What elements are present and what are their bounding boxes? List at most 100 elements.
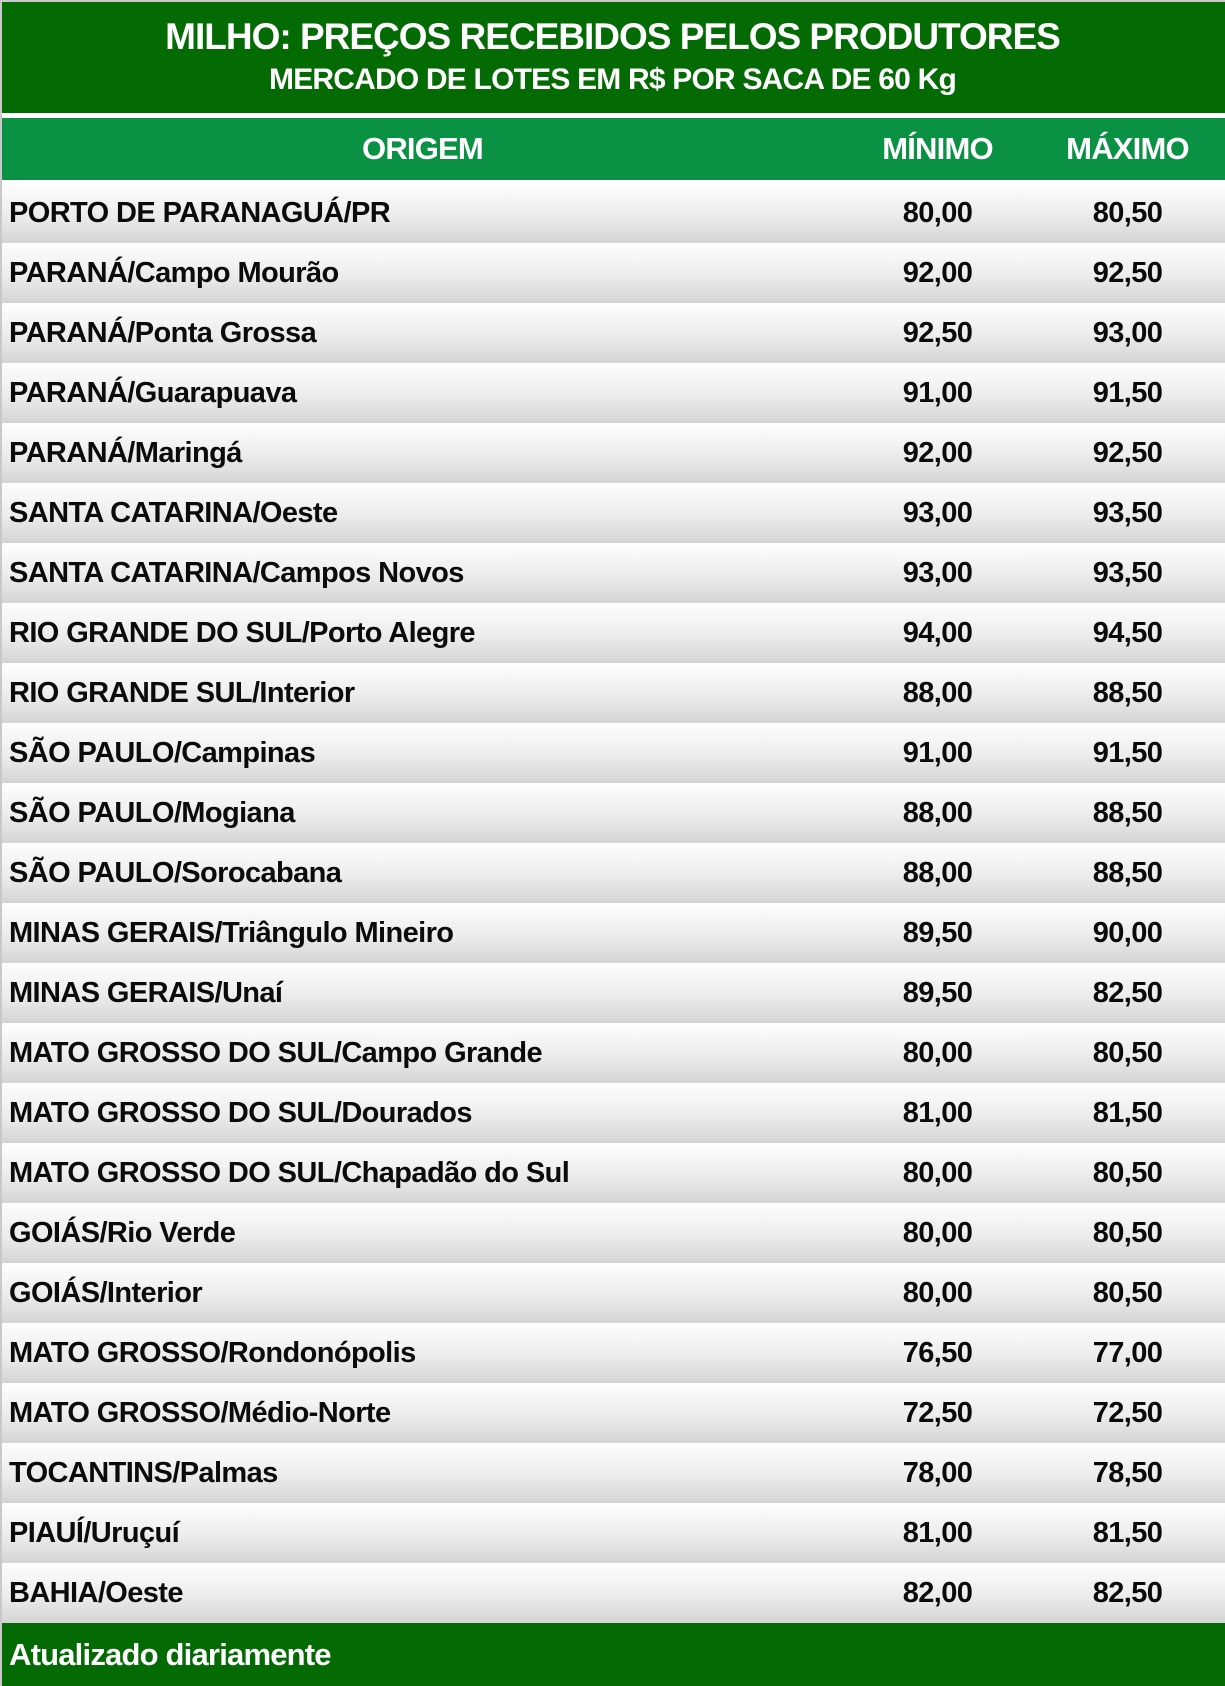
table-row: SANTA CATARINA/Oeste 93,00 93,50 [0, 483, 1225, 543]
table-row: SANTA CATARINA/Campos Novos 93,00 93,50 [0, 543, 1225, 603]
origem-cell: RIO GRANDE DO SUL/Porto Alegre [9, 616, 476, 649]
column-header-row: ORIGEM MÍNIMO MÁXIMO [0, 118, 1225, 180]
maximo-cell: 90,00 [1092, 916, 1163, 949]
table-row: PARANÁ/Guarapuava 91,00 91,50 [0, 363, 1225, 423]
minimo-cell: 89,50 [902, 976, 973, 1009]
maximo-cell: 80,50 [1092, 1276, 1163, 1309]
minimo-cell: 91,00 [902, 736, 973, 769]
origem-cell: MATO GROSSO DO SUL/Chapadão do Sul [9, 1156, 570, 1189]
minimo-cell: 92,50 [902, 316, 973, 349]
origem-cell: RIO GRANDE SUL/Interior [9, 676, 355, 709]
minimo-cell: 88,00 [902, 676, 973, 709]
origem-cell: GOIÁS/Rio Verde [9, 1216, 236, 1249]
minimo-cell: 76,50 [902, 1336, 973, 1369]
maximo-cell: 78,50 [1092, 1456, 1163, 1489]
maximo-cell: 82,50 [1092, 1576, 1163, 1609]
table-row: PARANÁ/Maringá 92,00 92,50 [0, 423, 1225, 483]
maximo-cell: 81,50 [1092, 1516, 1163, 1549]
minimo-cell: 93,00 [902, 496, 973, 529]
maximo-cell: 77,00 [1092, 1336, 1163, 1369]
column-header-origem: ORIGEM [362, 131, 484, 166]
table-row: GOIÁS/Rio Verde 80,00 80,50 [0, 1203, 1225, 1263]
maximo-cell: 80,50 [1092, 196, 1163, 229]
maximo-cell: 93,50 [1092, 496, 1163, 529]
minimo-cell: 82,00 [902, 1576, 973, 1609]
origem-cell: MATO GROSSO DO SUL/Campo Grande [9, 1036, 543, 1069]
maximo-cell: 81,50 [1092, 1096, 1163, 1129]
maximo-cell: 92,50 [1092, 256, 1163, 289]
minimo-cell: 94,00 [902, 616, 973, 649]
origem-cell: MATO GROSSO/Médio-Norte [9, 1396, 391, 1429]
maximo-cell: 93,00 [1092, 316, 1163, 349]
table-row: BAHIA/Oeste 82,00 82,50 [0, 1563, 1225, 1623]
origem-cell: SÃO PAULO/Campinas [9, 736, 316, 769]
frame-edge-left [0, 0, 2, 1686]
table-row: SÃO PAULO/Campinas 91,00 91,50 [0, 723, 1225, 783]
maximo-cell: 72,50 [1092, 1396, 1163, 1429]
origem-cell: SANTA CATARINA/Oeste [9, 496, 338, 529]
origem-cell: SÃO PAULO/Mogiana [9, 796, 295, 829]
table-row: MATO GROSSO/Médio-Norte 72,50 72,50 [0, 1383, 1225, 1443]
origem-cell: SANTA CATARINA/Campos Novos [9, 556, 464, 589]
origem-cell: MINAS GERAIS/Unaí [9, 976, 283, 1009]
maximo-cell: 88,50 [1092, 676, 1163, 709]
minimo-cell: 72,50 [902, 1396, 973, 1429]
maximo-cell: 80,50 [1092, 1036, 1163, 1069]
table-row: MATO GROSSO DO SUL/Dourados 81,00 81,50 [0, 1083, 1225, 1143]
minimo-cell: 78,00 [902, 1456, 973, 1489]
table-row: PARANÁ/Campo Mourão 92,00 92,50 [0, 243, 1225, 303]
table-row: GOIÁS/Interior 80,00 80,50 [0, 1263, 1225, 1323]
minimo-cell: 80,00 [902, 1156, 973, 1189]
origem-cell: MINAS GERAIS/Triângulo Mineiro [9, 916, 454, 949]
maximo-cell: 82,50 [1092, 976, 1163, 1009]
minimo-cell: 92,00 [902, 436, 973, 469]
origem-cell: PORTO DE PARANAGUÁ/PR [9, 196, 391, 229]
maximo-cell: 80,50 [1092, 1156, 1163, 1189]
table-row: MINAS GERAIS/Triângulo Mineiro 89,50 90,… [0, 903, 1225, 963]
maximo-cell: 94,50 [1092, 616, 1163, 649]
separator-line [0, 113, 1225, 118]
table-row: RIO GRANDE DO SUL/Porto Alegre 94,00 94,… [0, 603, 1225, 663]
table-row: SÃO PAULO/Mogiana 88,00 88,50 [0, 783, 1225, 843]
table-row: MATO GROSSO DO SUL/Campo Grande 80,00 80… [0, 1023, 1225, 1083]
minimo-cell: 91,00 [902, 376, 973, 409]
table-row: TOCANTINS/Palmas 78,00 78,50 [0, 1443, 1225, 1503]
minimo-cell: 80,00 [902, 1216, 973, 1249]
table-row: PARANÁ/Ponta Grossa 92,50 93,00 [0, 303, 1225, 363]
maximo-cell: 93,50 [1092, 556, 1163, 589]
maximo-cell: 80,50 [1092, 1216, 1163, 1249]
origem-cell: PARANÁ/Campo Mourão [9, 256, 339, 289]
origem-cell: MATO GROSSO/Rondonópolis [9, 1336, 416, 1369]
minimo-cell: 80,00 [902, 196, 973, 229]
table-title-banner: MILHO: PREÇOS RECEBIDOS PELOS PRODUTORES… [0, 0, 1225, 113]
footer-text: Atualizado diariamente [9, 1636, 332, 1672]
separator-line [0, 180, 1225, 183]
origem-cell: PARANÁ/Guarapuava [9, 376, 297, 409]
page-subtitle: MERCADO DE LOTES EM R$ POR SACA DE 60 Kg [269, 62, 957, 96]
table-row: MINAS GERAIS/Unaí 89,50 82,50 [0, 963, 1225, 1023]
footer-bar: Atualizado diariamente [0, 1623, 1225, 1686]
page-title: MILHO: PREÇOS RECEBIDOS PELOS PRODUTORES [165, 15, 1061, 57]
column-header-minimo: MÍNIMO [882, 131, 993, 166]
origem-cell: PARANÁ/Maringá [9, 436, 242, 469]
minimo-cell: 80,00 [902, 1036, 973, 1069]
maximo-cell: 91,50 [1092, 376, 1163, 409]
table-row: RIO GRANDE SUL/Interior 88,00 88,50 [0, 663, 1225, 723]
maximo-cell: 91,50 [1092, 736, 1163, 769]
origem-cell: PARANÁ/Ponta Grossa [9, 316, 317, 349]
table-row: MATO GROSSO/Rondonópolis 76,50 77,00 [0, 1323, 1225, 1383]
minimo-cell: 88,00 [902, 796, 973, 829]
minimo-cell: 80,00 [902, 1276, 973, 1309]
price-rows: PORTO DE PARANAGUÁ/PR 80,00 80,50 PARANÁ… [0, 183, 1225, 1623]
origem-cell: BAHIA/Oeste [9, 1576, 183, 1609]
origem-cell: MATO GROSSO DO SUL/Dourados [9, 1096, 472, 1129]
minimo-cell: 89,50 [902, 916, 973, 949]
origem-cell: TOCANTINS/Palmas [9, 1456, 278, 1489]
table-row: SÃO PAULO/Sorocabana 88,00 88,50 [0, 843, 1225, 903]
table-row: PORTO DE PARANAGUÁ/PR 80,00 80,50 [0, 183, 1225, 243]
minimo-cell: 81,00 [902, 1096, 973, 1129]
origem-cell: SÃO PAULO/Sorocabana [9, 856, 342, 889]
origem-cell: GOIÁS/Interior [9, 1276, 203, 1309]
maximo-cell: 92,50 [1092, 436, 1163, 469]
